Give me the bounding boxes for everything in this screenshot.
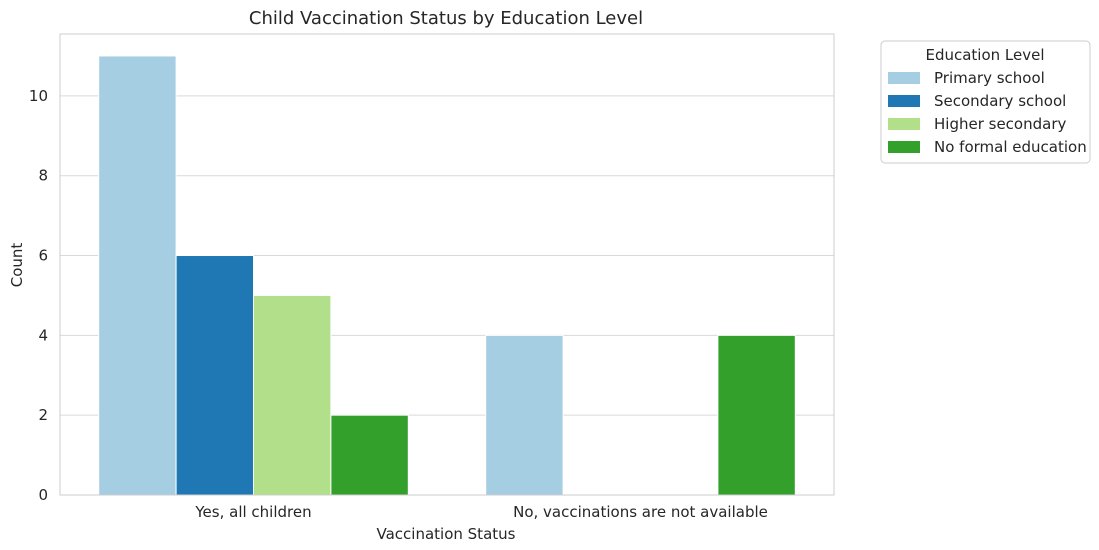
x-axis-label: Vaccination Status bbox=[377, 525, 516, 543]
legend-swatch bbox=[888, 72, 920, 84]
y-tick-label: 0 bbox=[38, 486, 48, 504]
legend-swatch bbox=[888, 141, 920, 153]
bar bbox=[717, 334, 796, 496]
legend-swatch bbox=[888, 118, 920, 130]
legend-items: Primary school Secondary school Higher sec… bbox=[888, 69, 1087, 156]
legend-title: Education Level bbox=[925, 46, 1044, 64]
legend-label: Higher secondary bbox=[934, 115, 1066, 133]
legend-label: Primary school bbox=[934, 69, 1045, 87]
y-tick-label: 6 bbox=[38, 247, 48, 265]
y-tick-labels: 0 2 4 6 8 10 bbox=[29, 87, 48, 504]
y-tick-label: 2 bbox=[38, 406, 48, 424]
x-tick-label: No, vaccinations are not available bbox=[513, 503, 768, 521]
y-axis-label: Count bbox=[8, 243, 26, 288]
x-tick-label: Yes, all children bbox=[194, 503, 311, 521]
legend-frame bbox=[880, 40, 1091, 164]
x-tick-labels: Yes, all children No, vaccinations are no… bbox=[194, 503, 767, 521]
bar bbox=[485, 334, 564, 496]
legend: Education Level Primary school Secondary … bbox=[880, 40, 1091, 164]
legend-swatch bbox=[888, 95, 920, 107]
bars bbox=[98, 55, 796, 496]
chart-title: Child Vaccination Status by Education Le… bbox=[249, 8, 643, 29]
bar bbox=[330, 414, 409, 496]
legend-label: Secondary school bbox=[934, 92, 1066, 110]
y-tick-label: 8 bbox=[38, 167, 48, 185]
y-tick-label: 10 bbox=[29, 87, 48, 105]
plot-frame bbox=[59, 33, 835, 496]
bar bbox=[175, 255, 255, 496]
y-tick-label: 4 bbox=[38, 326, 48, 344]
bar bbox=[253, 294, 332, 496]
bar bbox=[98, 55, 177, 496]
legend-label: No formal education bbox=[934, 138, 1087, 156]
